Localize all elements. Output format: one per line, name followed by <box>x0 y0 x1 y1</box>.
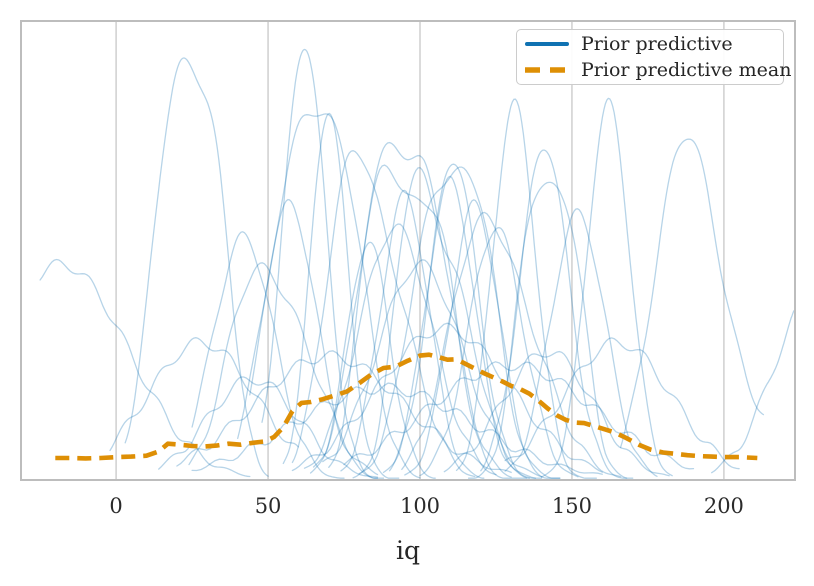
legend-line-dashed-icon <box>525 67 569 73</box>
prior-predictive-curve <box>188 262 379 476</box>
prior-predictive-curve <box>312 164 528 479</box>
prior-predictive-curve <box>291 150 476 478</box>
prior-predictive-curve <box>504 337 740 470</box>
prior-predictive-curve <box>249 113 421 479</box>
legend-item-prior-predictive: Prior predictive <box>525 32 775 55</box>
prior-predictive-curve <box>158 376 379 478</box>
prior-predictive-curve <box>291 322 603 473</box>
prior-predictive-curve <box>109 337 300 452</box>
prior-predictive-curve <box>303 223 497 476</box>
x-tick-label: 0 <box>109 494 122 518</box>
legend: Prior predictive Prior predictive mean <box>516 29 791 85</box>
prior-predictive-curve <box>237 198 385 479</box>
x-tick-labels: 0 50 100 150 200 <box>109 494 744 518</box>
x-tick-label: 200 <box>704 494 744 518</box>
prior-predictive-curve <box>404 199 561 479</box>
legend-line-solid-icon <box>525 42 569 47</box>
prior-predictive-curve <box>176 350 512 474</box>
x-tick-label: 150 <box>552 494 592 518</box>
legend-label-prior-predictive: Prior predictive <box>581 32 733 55</box>
prior-predictive-curve <box>282 112 400 479</box>
prior-predictive-curve <box>191 231 345 479</box>
prior-predictive-curve <box>340 189 485 479</box>
legend-item-prior-predictive-mean: Prior predictive mean <box>525 59 791 81</box>
prior-predictive-curve <box>388 163 543 479</box>
prior-predictive-curve <box>261 48 379 479</box>
prior-predictive-curve <box>467 181 634 479</box>
x-tick-label: 100 <box>400 494 440 518</box>
prior-predictive-curve <box>455 98 597 479</box>
plot-border <box>20 20 796 481</box>
prior-predictive-curve <box>619 138 765 449</box>
prior-predictive-curve <box>419 226 579 478</box>
prior-predictive-curve <box>343 361 695 470</box>
prior-predictive-curve <box>358 166 561 479</box>
prior-predictive-curve <box>480 149 628 479</box>
prior-predictive-curve <box>504 208 658 477</box>
prior-predictive-curve <box>309 241 436 479</box>
prior-predictive-curve <box>352 167 537 479</box>
prior-predictive-curves <box>39 48 795 479</box>
prior-predictive-curve <box>443 350 670 477</box>
x-axis-label: iq <box>396 536 420 565</box>
legend-label-prior-predictive-mean: Prior predictive mean <box>581 58 792 81</box>
prior-predictive-curve <box>322 259 543 478</box>
prior-predictive-mean-line <box>55 352 758 461</box>
prior-predictive-curve <box>540 97 673 478</box>
prior-predictive-curve <box>382 175 531 479</box>
prior-predictive-curve <box>328 141 512 478</box>
prior-predictive-curve <box>39 258 251 478</box>
gridlines <box>115 21 725 480</box>
prior-predictive-curve <box>124 57 269 477</box>
prior-predictive-curve <box>401 211 622 478</box>
x-tick-label: 50 <box>255 494 282 518</box>
